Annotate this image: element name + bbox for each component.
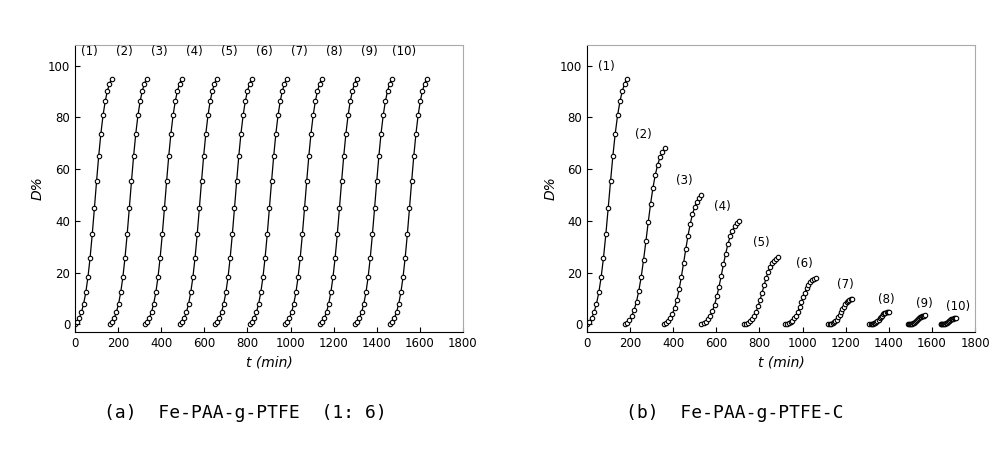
Text: (7): (7)	[291, 45, 308, 58]
Y-axis label: D%: D%	[543, 177, 557, 200]
Text: (1): (1)	[81, 45, 98, 58]
Text: (1): (1)	[598, 60, 615, 73]
Text: (5): (5)	[753, 237, 770, 249]
Text: (a)  Fe-PAA-g-PTFE  (1: 6): (a) Fe-PAA-g-PTFE (1: 6)	[104, 404, 386, 422]
X-axis label: t (min): t (min)	[758, 356, 804, 370]
Text: (2): (2)	[635, 128, 651, 141]
Text: (10): (10)	[392, 45, 416, 58]
Text: (4): (4)	[186, 45, 203, 58]
Text: (8): (8)	[878, 293, 895, 306]
X-axis label: t (min): t (min)	[246, 356, 292, 370]
Text: (7): (7)	[837, 278, 854, 291]
Text: (8): (8)	[326, 45, 342, 58]
Text: (5): (5)	[221, 45, 237, 58]
Text: (3): (3)	[676, 174, 692, 187]
Text: (3): (3)	[151, 45, 167, 58]
Text: (4): (4)	[714, 200, 731, 213]
Text: (2): (2)	[116, 45, 133, 58]
Y-axis label: D%: D%	[31, 177, 45, 200]
Text: (9): (9)	[916, 297, 933, 310]
Text: (6): (6)	[796, 257, 813, 270]
Text: (b)  Fe-PAA-g-PTFE-C: (b) Fe-PAA-g-PTFE-C	[626, 404, 844, 422]
Text: (9): (9)	[361, 45, 377, 58]
Text: (10): (10)	[946, 300, 970, 313]
Text: (6): (6)	[256, 45, 272, 58]
